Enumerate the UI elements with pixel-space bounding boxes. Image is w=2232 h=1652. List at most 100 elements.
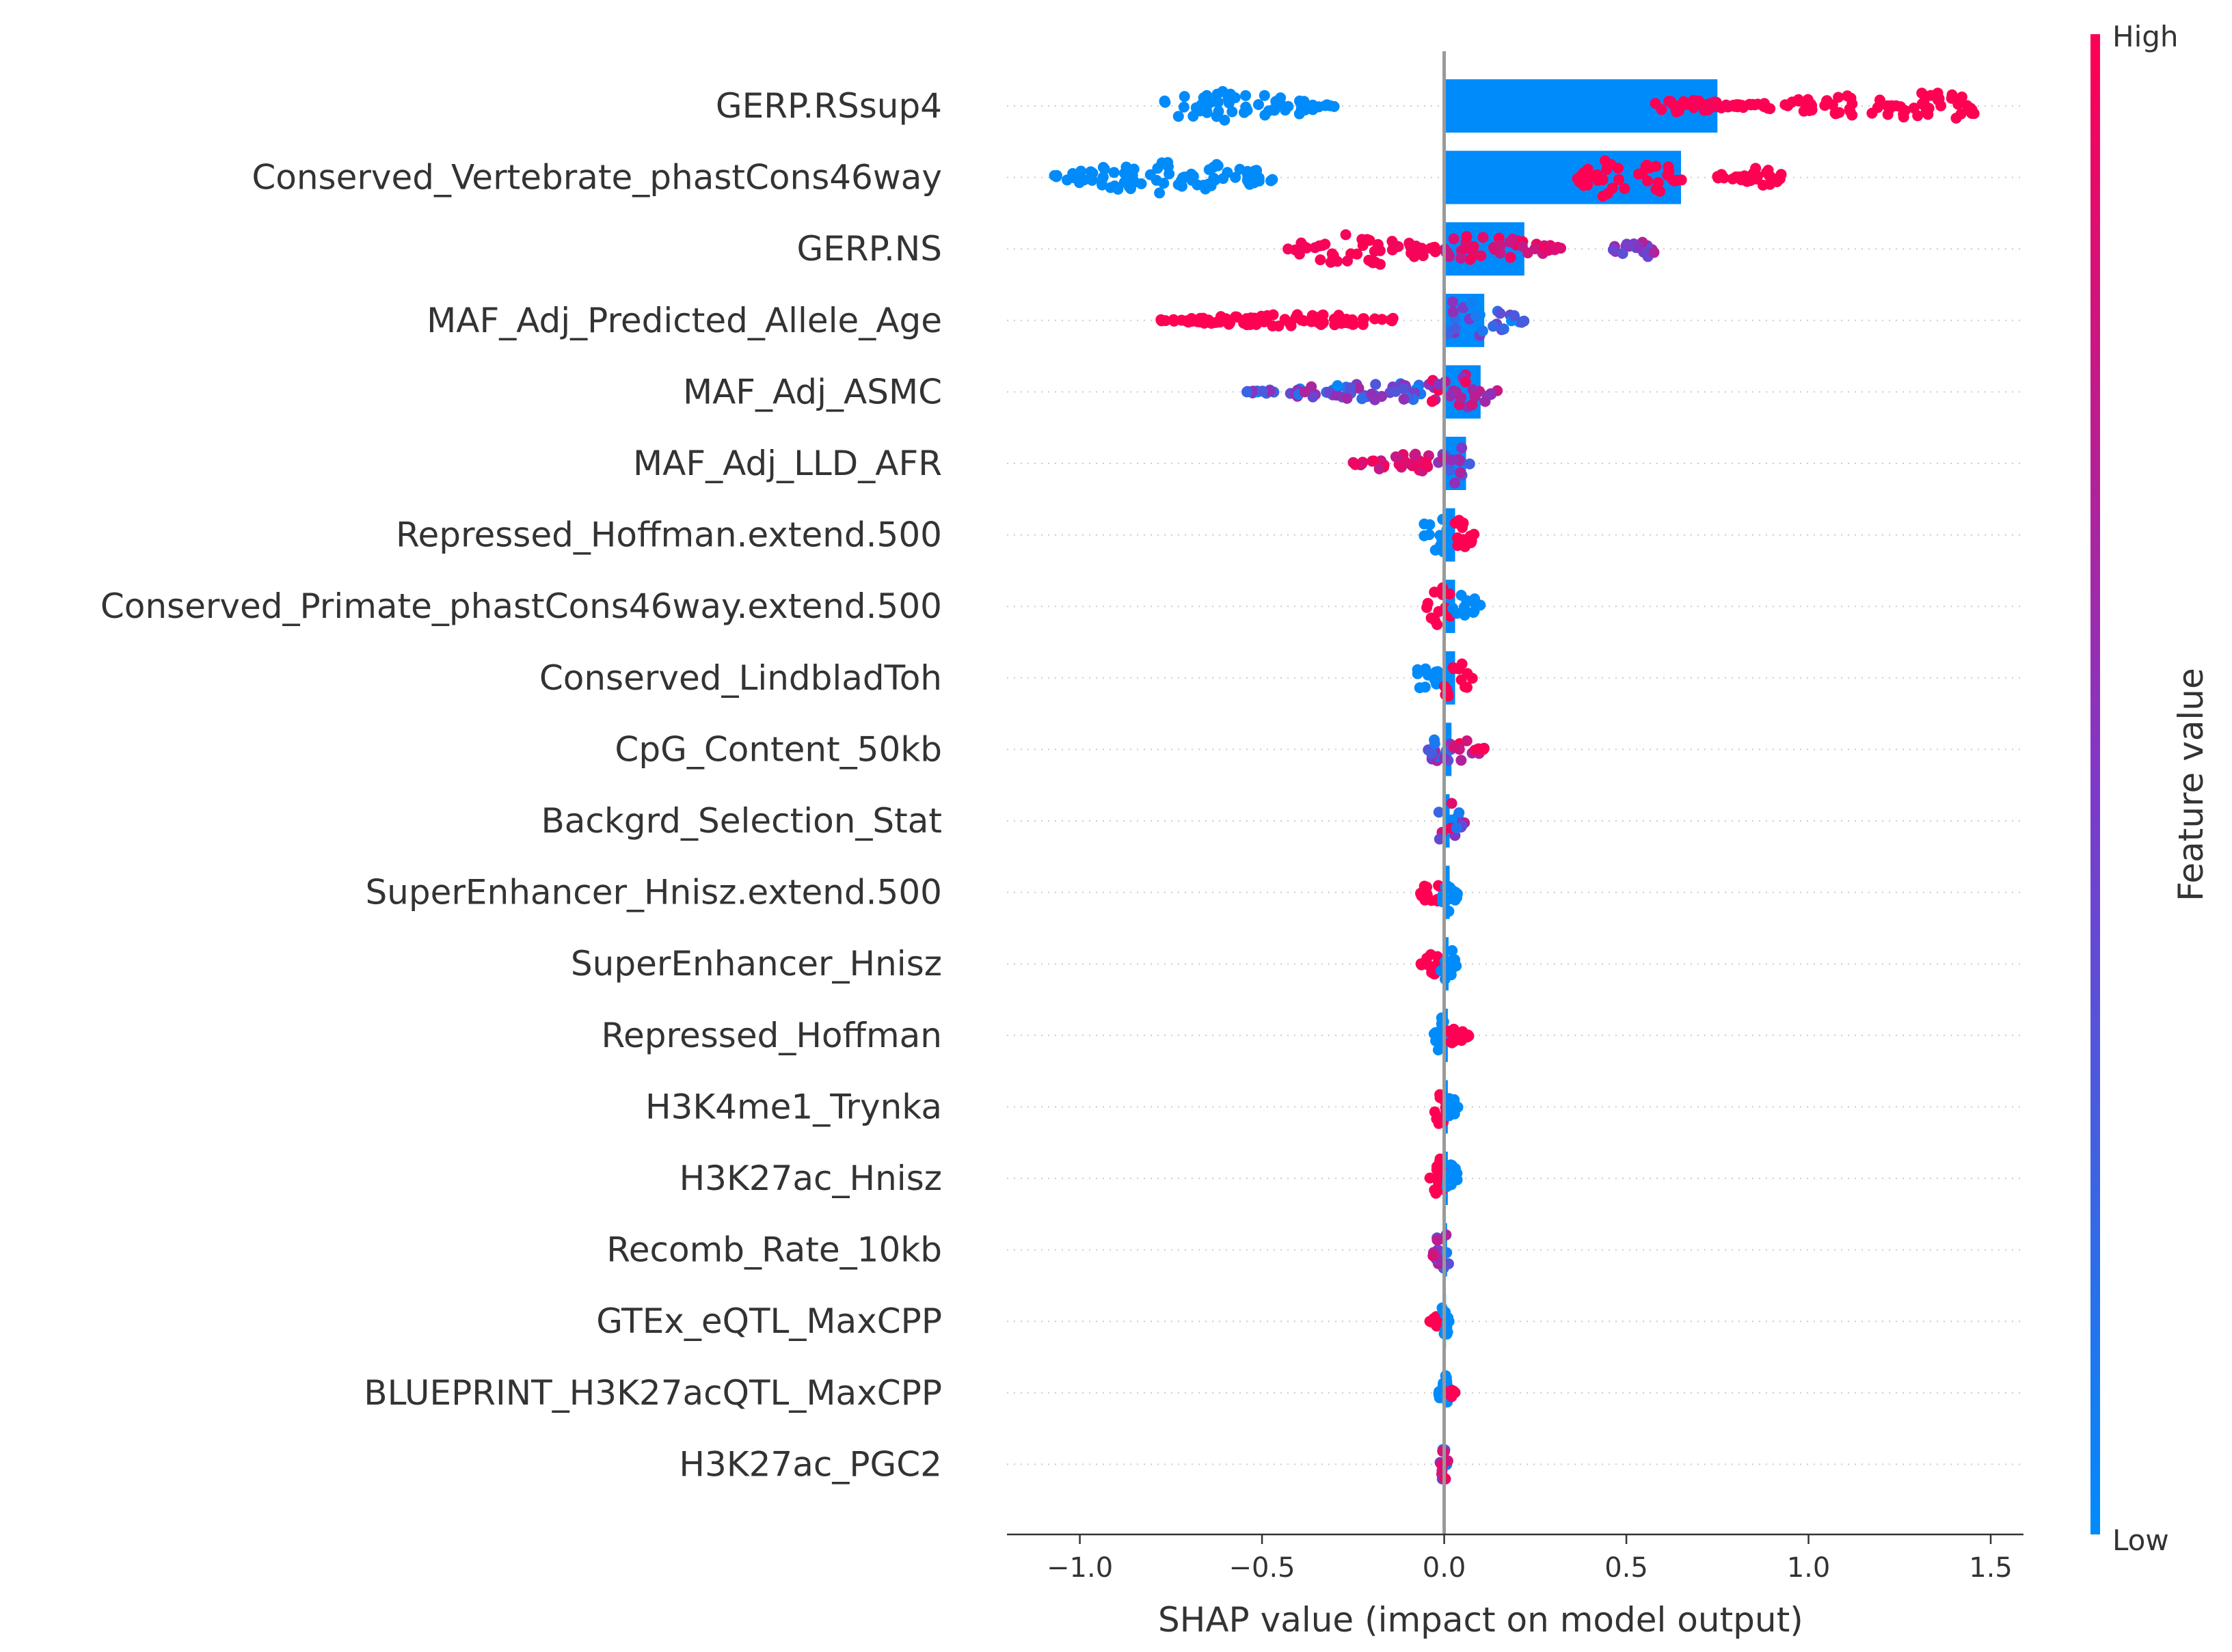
feature-label: MAF_Adj_LLD_AFR (633, 444, 942, 483)
shap-point (1956, 91, 1967, 103)
shap-point (1507, 233, 1518, 245)
shap-point (1448, 1385, 1460, 1397)
shap-point (1299, 386, 1310, 398)
shap-point (1349, 459, 1361, 470)
shap-point (1187, 314, 1198, 325)
shap-point (1259, 90, 1270, 101)
shap-point (1178, 101, 1189, 113)
shap-point (1244, 319, 1256, 330)
shap-point (1370, 379, 1382, 390)
shap-point (1456, 658, 1468, 670)
feature-label: H3K27ac_Hnisz (680, 1159, 942, 1198)
feature-label: Conserved_Primate_phastCons46way.extend.… (100, 586, 942, 626)
shap-point (1415, 888, 1427, 899)
shap-point (1409, 450, 1421, 461)
shap-point (1368, 455, 1380, 467)
shap-point (1648, 247, 1660, 258)
feature-label: GERP.RSsup4 (716, 86, 942, 126)
beeswarm-points (1049, 85, 1980, 1485)
shap-point (1488, 321, 1499, 332)
shap-point (1736, 100, 1748, 111)
shap-point (1342, 255, 1353, 267)
shap-point (1168, 314, 1179, 325)
shap-point (1451, 892, 1462, 904)
colorbar: High Low Feature value (2090, 20, 2211, 1557)
shap-point (1427, 396, 1438, 407)
shap-point (1597, 191, 1609, 202)
shap-point (1601, 163, 1613, 175)
shap-point (1421, 601, 1433, 613)
shap-point (1440, 247, 1452, 258)
shap-point (1652, 177, 1664, 189)
shap-point (1494, 240, 1506, 252)
shap-point (1433, 807, 1444, 818)
x-axis-title: SHAP value (impact on model output) (1158, 1600, 1803, 1640)
shap-point (1462, 243, 1473, 254)
shap-point (1154, 187, 1166, 199)
shap-point (1156, 315, 1167, 327)
shap-point (1345, 382, 1356, 394)
shap-point (1075, 165, 1087, 177)
shap-point (1771, 176, 1783, 187)
colorbar-high-label: High (2112, 20, 2179, 53)
shap-point (1340, 229, 1352, 241)
shap-point (1285, 320, 1297, 331)
shap-point (1211, 88, 1223, 100)
shap-point (1464, 458, 1475, 470)
shap-point (1667, 98, 1678, 110)
shap-point (1738, 170, 1750, 182)
shap-point (1462, 681, 1473, 693)
shap-point (1461, 735, 1473, 746)
shap-point (1124, 181, 1135, 193)
shap-point (1460, 605, 1471, 617)
shap-point (1135, 178, 1147, 189)
shap-point (1475, 250, 1487, 262)
shap-point (1099, 163, 1110, 175)
shap-point (1449, 1104, 1460, 1115)
shap-point (1830, 108, 1842, 120)
shap-point (1444, 464, 1455, 476)
shap-point (1192, 179, 1203, 191)
shap-point (1779, 99, 1791, 111)
shap-point (1425, 949, 1436, 960)
shap-point (1241, 105, 1253, 116)
shap-point (1200, 183, 1211, 195)
shap-point (1329, 319, 1341, 331)
shap-point (1747, 98, 1758, 110)
shap-point (1529, 243, 1541, 254)
shap-point (1366, 388, 1377, 400)
shap-point (1464, 254, 1476, 265)
shap-point (1688, 102, 1699, 113)
shap-point (1445, 969, 1457, 981)
shap-point (1656, 104, 1667, 116)
shap-point (1357, 319, 1369, 330)
shap-point (1426, 748, 1438, 759)
shap-point (1466, 673, 1478, 684)
shap-point (1434, 833, 1445, 845)
shap-point (1448, 742, 1460, 753)
shap-point (1172, 111, 1184, 122)
feature-label: GTEx_eQTL_MaxCPP (596, 1301, 942, 1341)
shap-point (1866, 107, 1878, 119)
shap-point (1485, 389, 1497, 400)
shap-point (1443, 906, 1455, 917)
mean-shap-bars (1444, 79, 1718, 1491)
shap-point (1699, 105, 1710, 116)
shap-point (1455, 589, 1467, 601)
shap-point (1222, 167, 1233, 178)
shap-point (1201, 107, 1213, 118)
shap-point (1412, 664, 1423, 675)
shap-point (1455, 392, 1467, 403)
feature-label: Recomb_Rate_10kb (606, 1230, 942, 1270)
shap-point (1249, 165, 1261, 176)
shap-point (1466, 399, 1478, 411)
shap-point (1282, 100, 1294, 112)
shap-point (1447, 945, 1458, 956)
shap-point (1419, 681, 1431, 693)
shap-point (1552, 241, 1563, 253)
shap-point (1431, 245, 1442, 256)
shap-point (1463, 1030, 1475, 1042)
shap-point (1331, 390, 1342, 401)
shap-point (1764, 103, 1776, 114)
shap-point (1448, 1030, 1460, 1042)
